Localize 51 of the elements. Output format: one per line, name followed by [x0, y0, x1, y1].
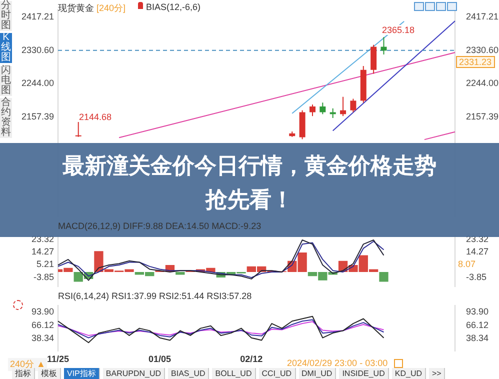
y-tick-label: 38.34 — [31, 333, 54, 344]
text: 合约资料 — [0, 97, 12, 138]
y2-tick-label: 2330.60 — [466, 44, 499, 55]
y-tick-label: -3.85 — [33, 272, 54, 282]
text: 闪电图 — [0, 65, 12, 96]
annotation: BIAS(12,-6,6) — [146, 2, 201, 12]
text: 2331.23 — [456, 56, 495, 68]
y-tick-label: 2244.00 — [21, 78, 54, 88]
x-tick-label: 11/25 — [46, 354, 70, 364]
y2-tick-label: 38.34 — [466, 333, 489, 344]
chart-title: 现货黄金 — [58, 3, 94, 13]
y-tick-label: 2157.39 — [21, 112, 54, 122]
text: 指标 — [12, 368, 35, 379]
text: BIAS_UD — [168, 368, 210, 379]
text: BARUPDN_UD — [102, 368, 166, 379]
annotation: 2365.18 — [382, 25, 415, 35]
y-tick-label: 23.32 — [31, 234, 54, 244]
y2-tick-label: -3.85 — [466, 272, 487, 282]
y-tick-label: 14.27 — [31, 246, 54, 257]
annotation: 8.07 — [458, 259, 476, 269]
y2-tick-label: 14.27 — [466, 246, 489, 257]
text: K线图 — [0, 32, 12, 63]
text: VIP指标 — [64, 368, 100, 379]
x-tick-label: 02/12 — [240, 354, 263, 364]
text: 模板 — [38, 368, 61, 379]
y2-tick-label: 23.32 — [466, 234, 489, 244]
y2-tick-label: 66.12 — [466, 320, 489, 330]
y2-tick-label: 93.90 — [466, 306, 489, 317]
text: CCI_UD — [258, 368, 296, 379]
text: 240分 ▲ — [8, 358, 48, 371]
annotation: 2144.68 — [79, 112, 112, 122]
chart-title: MACD(26,12,9) DIFF:9.88 DEA:14.50 MACD:-9.23 — [58, 221, 262, 231]
y2-tick-label: 2417.21 — [466, 12, 499, 22]
chart-title: RSI(6,14,24) RSI1:37.99 RSI2:51.44 RSI3:57.28 — [58, 291, 252, 301]
x-tick-label: 01/05 — [148, 354, 172, 364]
text: KD_UD — [392, 368, 426, 379]
y-tick-label: 5.21 — [36, 259, 54, 270]
text: BOLL_UD — [212, 368, 256, 379]
y-tick-label: 2417.21 — [21, 12, 54, 22]
text: DMI_UD — [298, 368, 336, 379]
text: 分时图 — [0, 0, 12, 31]
text: 2024/02/29 23:00 - 03:00 — [287, 358, 388, 368]
y-tick-label: 66.12 — [31, 320, 54, 330]
chart-subtitle: [240分] — [96, 3, 126, 13]
y2-tick-label: 2157.39 — [466, 112, 499, 122]
y-tick-label: 2330.60 — [21, 44, 54, 55]
text: INSIDE_UD — [339, 368, 389, 379]
y-tick-label: 93.90 — [31, 306, 54, 317]
annotation: 最新潼关金价今日行情，黄金价格走势抢先看！ — [62, 152, 438, 214]
y2-tick-label: 2244.00 — [466, 78, 499, 88]
text: >> — [429, 368, 446, 379]
